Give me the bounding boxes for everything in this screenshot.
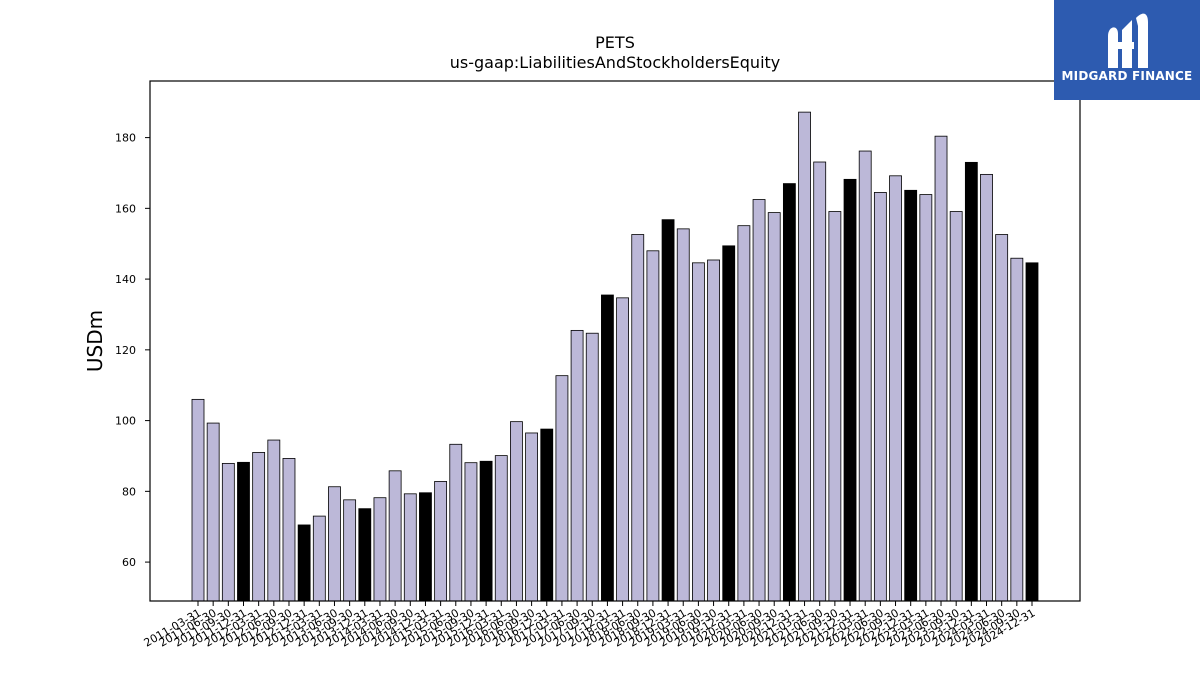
bar-2015-03-31: [434, 481, 448, 602]
chart-subtitle: us-gaap:LiabilitiesAndStockholdersEquity: [450, 53, 781, 72]
bar-2016-09-30: [525, 432, 538, 602]
bar-2016-12-31: [540, 428, 554, 602]
bar-2020-09-30: [767, 212, 781, 602]
bar-2024-09-30: [1010, 257, 1024, 602]
bar-2013-06-30: [328, 486, 341, 602]
bar-2024-03-31: [980, 173, 993, 602]
bar-2021-06-30: [813, 161, 827, 602]
bar-2018-12-31: [661, 219, 675, 602]
plot-frame: [149, 80, 1081, 602]
bar-2023-09-30: [949, 211, 963, 602]
bar-2018-03-31: [616, 297, 629, 602]
y-tick-label: 120: [115, 344, 136, 357]
bar-2014-09-30: [403, 493, 417, 602]
bar-2015-06-30: [449, 443, 463, 602]
bar-2019-03-31: [676, 228, 690, 602]
bar-2020-12-31: [782, 183, 796, 602]
bar-2014-03-31: [373, 497, 387, 602]
bar-2019-06-30: [692, 262, 705, 602]
bar-2022-12-31: [904, 189, 918, 602]
bar-2021-09-30: [828, 211, 842, 602]
y-tick-label: 140: [115, 273, 136, 286]
y-axis-label: USDm: [83, 310, 107, 372]
logo-text: MIDGARD FINANCE: [1061, 69, 1193, 83]
bar-2020-06-30: [752, 199, 766, 602]
bar-2023-03-31: [919, 194, 933, 602]
bar-2012-12-31: [297, 524, 311, 602]
bar-2016-03-31: [494, 455, 508, 602]
bar-2022-09-30: [889, 175, 902, 602]
bar-2021-12-31: [843, 178, 857, 602]
bar-2019-12-31: [722, 245, 736, 602]
bar-2019-09-30: [707, 259, 720, 602]
bar-2013-09-30: [343, 499, 357, 602]
y-tick-label: 80: [122, 485, 136, 498]
bar-2022-06-30: [873, 192, 887, 602]
midgard-logo-icon: [1108, 13, 1148, 68]
bar-2023-12-31: [964, 161, 978, 602]
bar-2016-06-30: [510, 421, 523, 602]
bar-2024-06-30: [995, 234, 1009, 602]
bar-2011-12-31: [237, 461, 250, 602]
bar-2023-06-30: [934, 135, 948, 602]
bar-2018-06-30: [631, 234, 645, 602]
bar-2012-06-30: [267, 439, 281, 602]
bar-2012-03-31: [252, 452, 266, 602]
bar-2014-12-31: [419, 492, 432, 602]
bar-2020-03-31: [737, 225, 751, 602]
bar-2011-03-31: [191, 398, 205, 602]
y-tick-label: 160: [115, 202, 136, 215]
bar-2012-09-30: [282, 458, 296, 602]
bar-2017-06-30: [570, 329, 584, 602]
y-tick-label: 60: [122, 556, 136, 569]
bar-2017-03-31: [555, 375, 569, 602]
bar-2018-09-30: [646, 250, 660, 602]
bar-2013-03-31: [312, 515, 326, 602]
bar-2014-06-30: [388, 470, 402, 602]
y-tick-label: 180: [115, 132, 136, 145]
y-tick-label: 100: [115, 415, 136, 428]
bar-2021-03-31: [798, 111, 811, 602]
chart-title: PETS: [595, 33, 635, 52]
bar-2022-03-31: [858, 150, 872, 602]
bar-2015-12-31: [479, 460, 493, 602]
bar-2017-12-31: [601, 294, 614, 602]
bar-2024-12-31: [1025, 262, 1039, 602]
bar-2011-09-30: [221, 462, 235, 602]
bar-2017-09-30: [585, 332, 599, 602]
bar-2011-06-30: [206, 422, 220, 602]
bar-2015-09-30: [464, 462, 478, 602]
midgard-logo: MIDGARD FINANCE: [1054, 0, 1200, 100]
bar-2013-12-31: [358, 508, 372, 602]
